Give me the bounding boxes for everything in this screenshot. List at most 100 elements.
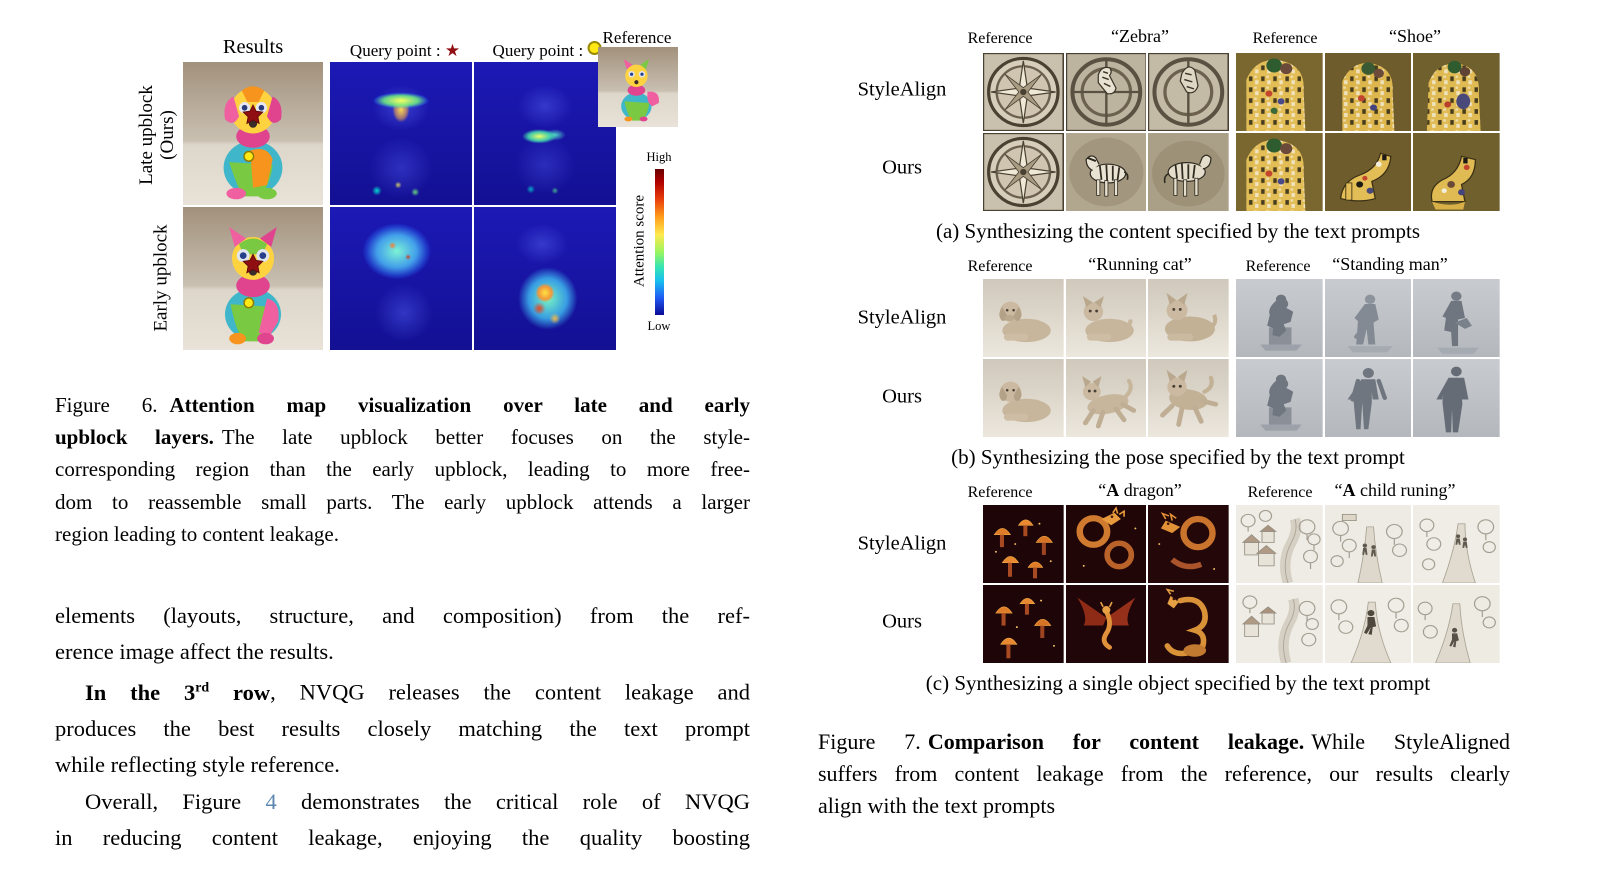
colorbar-low-label: Low bbox=[647, 319, 671, 333]
body-p1-l2: erence image affect the results. bbox=[55, 639, 334, 665]
body-p1-l1: elements (layouts, structure, and compos… bbox=[55, 603, 750, 628]
b-ours-man-standing-front bbox=[1324, 359, 1412, 437]
b-ours-cat-reference-image bbox=[983, 359, 1064, 437]
b-ours-cat-running-2 bbox=[1148, 359, 1229, 437]
fig6-heatmap-late-circle bbox=[474, 62, 616, 205]
a-ours-zebra-1 bbox=[1065, 133, 1147, 211]
c-prompt2-bold: A bbox=[1342, 480, 1356, 500]
a-zebra-reference-image bbox=[983, 53, 1064, 131]
a-ref2-label: Reference bbox=[1252, 30, 1318, 47]
c-prompt1-bold: A bbox=[1106, 480, 1120, 500]
body-p3-l1: Overall, Figure 4 demonstrates the criti… bbox=[55, 784, 750, 820]
fig6-header-query-star: Query point : ★ bbox=[350, 41, 460, 61]
panel-b-caption: (b) Synthesizing the pose specified by t… bbox=[951, 445, 1405, 469]
c-group-dragon bbox=[983, 505, 1229, 663]
c-prompt2-label: “A child runing” bbox=[1335, 480, 1456, 501]
fig6-caption-line2: upblock layers. The late upblock better f… bbox=[55, 421, 750, 453]
body-p2-l3: while reflecting style reference. bbox=[55, 752, 340, 778]
fig6-header-reference: Reference bbox=[602, 28, 672, 47]
fig6-rowlabel-early: Early upblock bbox=[150, 224, 172, 332]
b-stylealign-man-1 bbox=[1324, 279, 1412, 357]
colorbar bbox=[655, 169, 664, 315]
c-ours-dragon-reference-image bbox=[983, 585, 1064, 663]
c-stylealign-dragon-1 bbox=[1065, 505, 1147, 583]
a-prompt2-label: “Shoe” bbox=[1389, 26, 1441, 46]
a-stylealign-shoe-2 bbox=[1413, 53, 1500, 131]
b-row-ours: Ours bbox=[882, 385, 922, 408]
c-prompt1-post: dragon” bbox=[1119, 480, 1182, 500]
c-prompt2-post: child runing” bbox=[1355, 480, 1456, 500]
c-ours-child-running-2 bbox=[1413, 585, 1500, 663]
fig6-heatmap-late-star bbox=[330, 62, 472, 205]
body-p2-l1: In the 3rd row, NVQG releases the conten… bbox=[55, 670, 750, 711]
body-p3-pre: Overall, Figure bbox=[85, 788, 266, 814]
fig6-header-query-circle: Query point : bbox=[493, 41, 602, 61]
body-text: elements (layouts, structure, and compos… bbox=[55, 598, 750, 856]
fig6-reference-image bbox=[598, 47, 678, 127]
b-stylealign-cat-1 bbox=[1065, 279, 1147, 357]
b-ours-man-reference-image bbox=[1236, 359, 1323, 437]
a-row-stylealign: StyleAlign bbox=[857, 78, 947, 101]
c-ref1-label: Reference bbox=[967, 484, 1033, 501]
body-p2-boldpost: row bbox=[209, 679, 271, 705]
c-ours-dragon-curled bbox=[1148, 585, 1229, 663]
c-row-ours: Ours bbox=[882, 610, 922, 633]
c-group-child bbox=[1236, 505, 1500, 663]
a-stylealign-zebra-1 bbox=[1065, 53, 1147, 131]
fig7-caption-line2: suffers from content leakage from the re… bbox=[818, 761, 1510, 787]
a-ours-shoe-1 bbox=[1324, 133, 1412, 211]
fig6-rowlabel-late-l2: (Ours) bbox=[157, 110, 178, 160]
a-ours-zebra-2 bbox=[1148, 133, 1229, 211]
body-p2-l2: produces the best results closely matchi… bbox=[55, 716, 750, 742]
fig6-heatmap-early-circle bbox=[474, 207, 616, 350]
b-ours-cat-running-1 bbox=[1065, 359, 1147, 437]
fig7-caption-bold: Comparison for content leakage. bbox=[927, 729, 1305, 754]
c-prompt1-label: “A dragon” bbox=[1098, 480, 1181, 501]
a-row-ours: Ours bbox=[882, 156, 922, 179]
fig6-caption-bold2: upblock layers. bbox=[55, 425, 214, 450]
panel-a-caption: (a) Synthesizing the content specified b… bbox=[935, 219, 1421, 243]
query-circle-label: Query point : bbox=[492, 41, 588, 60]
a-ref1-label: Reference bbox=[967, 30, 1033, 47]
c-ours-child-reference-image bbox=[1236, 585, 1323, 663]
figure7-graphic: Reference “Zebra” Reference “Shoe” Style… bbox=[818, 0, 1518, 870]
fig6-rowlabel-late-l1: Late upblock bbox=[136, 85, 157, 185]
body-p2-boldpre: In the 3 bbox=[85, 679, 196, 705]
c-stylealign-dragon-2 bbox=[1148, 505, 1229, 583]
body-p2-sup: rd bbox=[195, 680, 210, 696]
fig6-caption-line4: dom to reassemble small parts. The early… bbox=[55, 489, 750, 514]
b-group-man bbox=[1236, 279, 1500, 437]
a-stylealign-zebra-2 bbox=[1148, 53, 1229, 131]
a-group-zebra bbox=[983, 53, 1229, 211]
a-ours-shoe-2 bbox=[1413, 133, 1500, 211]
b-prompt2-label: “Standing man” bbox=[1332, 254, 1448, 274]
b-row-stylealign: StyleAlign bbox=[857, 306, 947, 329]
b-man-reference-image bbox=[1236, 279, 1323, 357]
c-row-stylealign: StyleAlign bbox=[857, 532, 947, 555]
fig6-caption-line3: corresponding region than the early upbl… bbox=[55, 457, 750, 482]
fig6-caption-tag: Figure 6. bbox=[55, 393, 158, 417]
c-child-reference-image bbox=[1236, 505, 1323, 583]
fig6-result-dog-photo bbox=[183, 62, 323, 205]
a-stylealign-shoe-1 bbox=[1324, 53, 1412, 131]
fig6-header-results: Results bbox=[222, 36, 284, 58]
star-icon: ★ bbox=[444, 41, 461, 60]
c-stylealign-child-1 bbox=[1324, 505, 1412, 583]
a-shoe-reference-image bbox=[1236, 53, 1323, 131]
fig6-caption-l2rest: The late upblock better focuses on the s… bbox=[221, 425, 750, 450]
a-ours-shoe-reference-image bbox=[1236, 133, 1323, 211]
b-prompt1-label: “Running cat” bbox=[1088, 254, 1192, 274]
figure4-link[interactable]: 4 bbox=[265, 788, 277, 814]
c-prompt1-pre: “ bbox=[1098, 480, 1107, 500]
c-ours-child-running-1 bbox=[1324, 585, 1412, 663]
fig6-caption-bold1: Attention map visualization over late an… bbox=[169, 393, 751, 417]
a-prompt1-label: “Zebra” bbox=[1111, 26, 1169, 46]
colorbar-high-label: High bbox=[646, 150, 672, 164]
figure6-caption: Figure 6. Attention map visualization ove… bbox=[55, 389, 750, 550]
fig7-caption-line1: Figure 7. Comparison for content leakage.… bbox=[818, 726, 1510, 758]
figure7-caption: Figure 7. Comparison for content leakage.… bbox=[818, 726, 1510, 823]
b-ref2-label: Reference bbox=[1245, 258, 1311, 275]
fig6-caption-line1: Figure 6. Attention map visualization ove… bbox=[55, 389, 750, 421]
b-cat-reference-image bbox=[983, 279, 1064, 357]
